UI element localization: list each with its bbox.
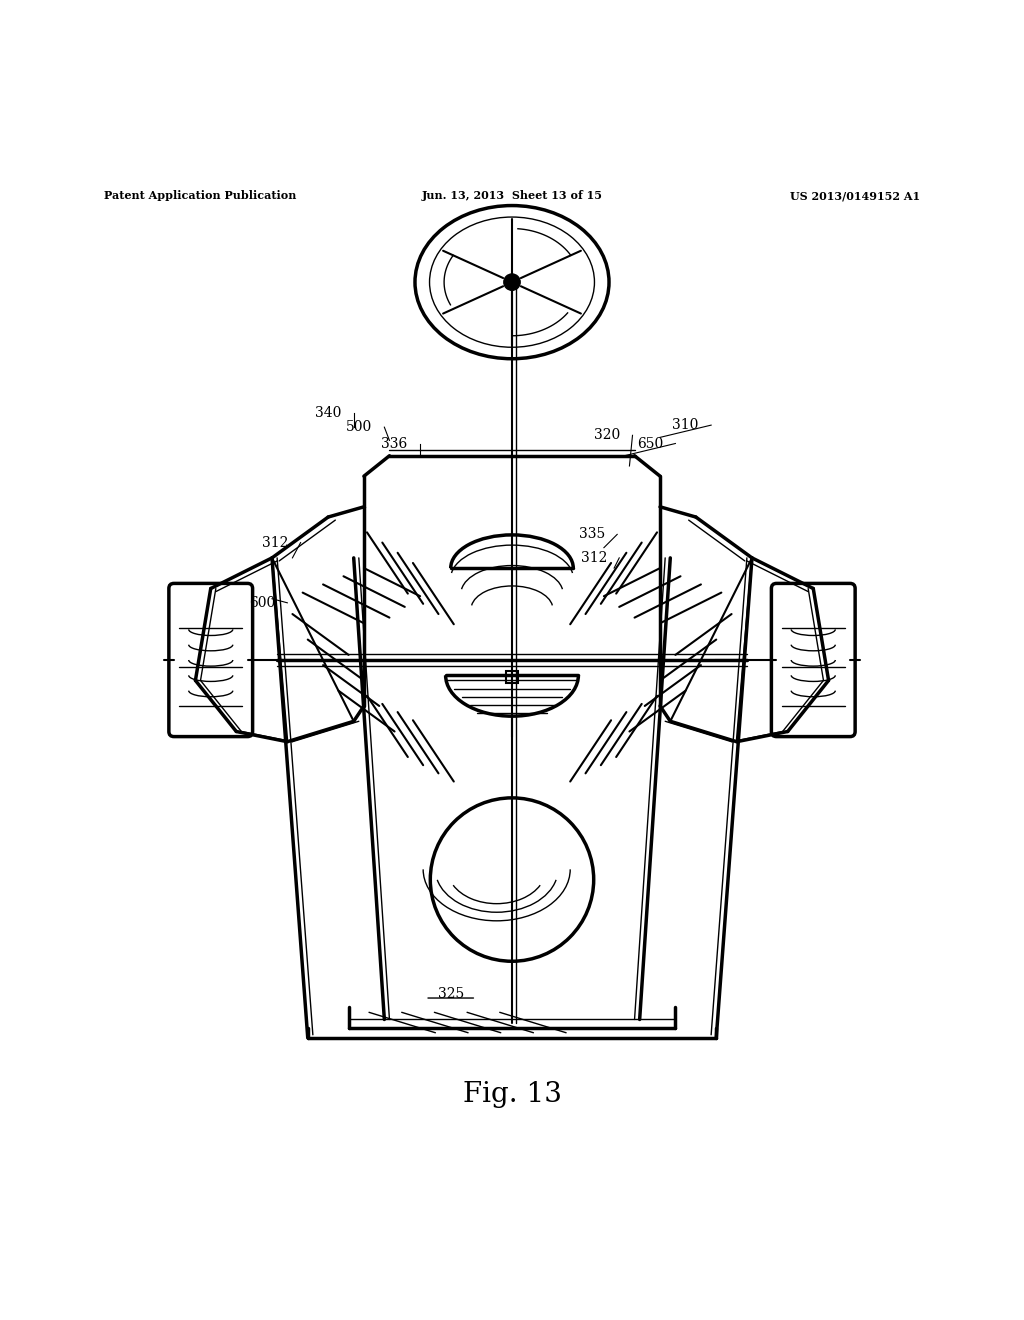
Text: Patent Application Publication: Patent Application Publication	[103, 190, 296, 201]
Circle shape	[504, 275, 520, 290]
Text: US 2013/0149152 A1: US 2013/0149152 A1	[791, 190, 921, 201]
Text: 336: 336	[381, 437, 408, 450]
Text: 312: 312	[581, 550, 607, 565]
Text: 325: 325	[437, 987, 464, 1001]
Text: 500: 500	[346, 420, 372, 434]
Text: 310: 310	[673, 418, 698, 432]
Text: Fig. 13: Fig. 13	[463, 1081, 561, 1107]
Bar	[506, 672, 518, 684]
Text: 650: 650	[637, 437, 663, 450]
Text: 335: 335	[579, 528, 605, 541]
Text: 312: 312	[262, 536, 289, 549]
Text: 600: 600	[249, 595, 274, 610]
Text: 320: 320	[594, 428, 621, 442]
Text: 340: 340	[315, 405, 341, 420]
Text: Jun. 13, 2013  Sheet 13 of 15: Jun. 13, 2013 Sheet 13 of 15	[422, 190, 602, 201]
